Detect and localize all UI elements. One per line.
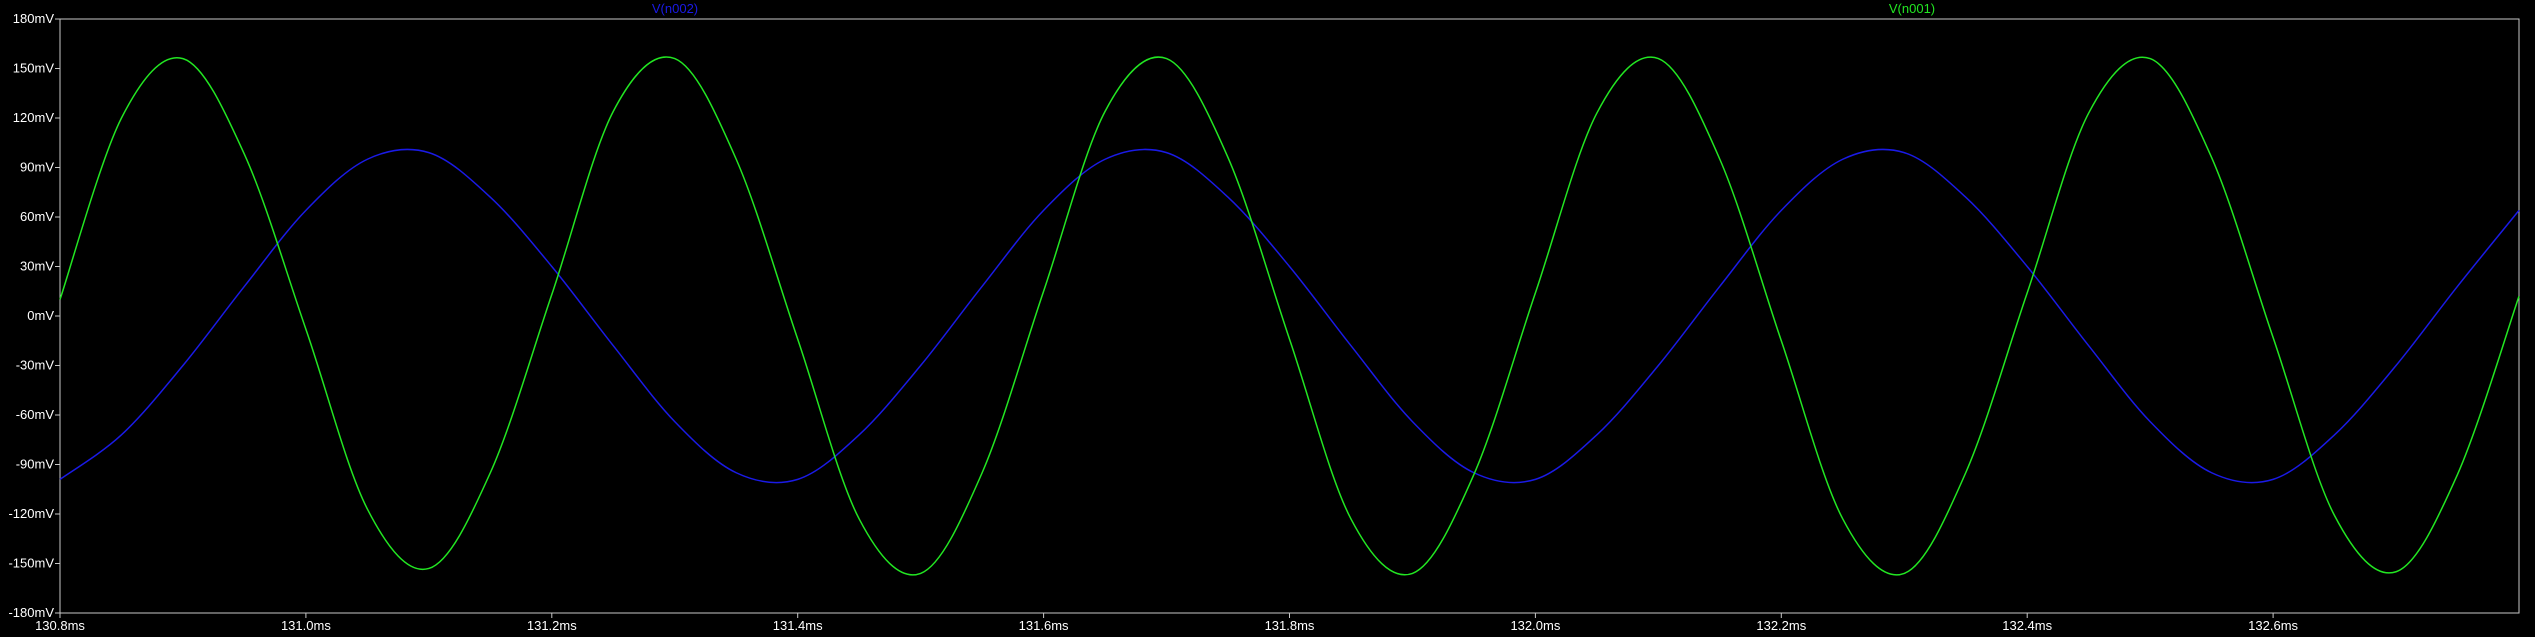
x-tick-label: 131.6ms: [1019, 618, 1069, 633]
x-tick-label: 130.8ms: [35, 618, 85, 633]
y-tick-label: 60mV: [20, 209, 54, 224]
y-tick-label: 0mV: [27, 308, 54, 323]
x-tick-label: 131.0ms: [281, 618, 331, 633]
x-tick-label: 131.8ms: [1265, 618, 1315, 633]
series-layer: [59, 56, 2520, 576]
y-tick-label: 30mV: [20, 259, 54, 274]
y-tick-label: -30mV: [16, 358, 55, 373]
legend: V(n002) V(n001): [652, 1, 1935, 16]
x-axis: 130.8ms 131.0ms 131.2ms 131.4ms 131.6ms 131.8…: [35, 613, 2299, 633]
y-tick-label: 120mV: [13, 110, 55, 125]
legend-label: V(n002): [652, 1, 698, 16]
series-line-vn002: [59, 148, 2520, 484]
y-tick-label: -60mV: [16, 407, 55, 422]
plot-area-frame: [59, 18, 2520, 614]
series-line-vn001: [59, 56, 2520, 576]
y-tick-label: -180mV: [8, 605, 54, 620]
y-tick-label: 90mV: [20, 160, 54, 175]
y-tick-label: -150mV: [8, 556, 54, 571]
x-tick-label: 131.2ms: [527, 618, 577, 633]
legend-label: V(n001): [1889, 1, 1935, 16]
x-tick-label: 132.6ms: [2248, 618, 2298, 633]
y-tick-label: 150mV: [13, 61, 55, 76]
x-tick-label: 132.2ms: [1756, 618, 1806, 633]
x-tick-label: 132.0ms: [1510, 618, 1560, 633]
x-tick-label: 132.4ms: [2002, 618, 2052, 633]
y-tick-label: 180mV: [13, 11, 55, 26]
y-axis: 180mV 150mV 120mV 90mV 60mV 30mV 0mV -30mV -60mV…: [8, 11, 60, 620]
y-tick-label: -120mV: [8, 506, 54, 521]
x-tick-label: 131.4ms: [773, 618, 823, 633]
y-tick-label: -90mV: [16, 457, 55, 472]
